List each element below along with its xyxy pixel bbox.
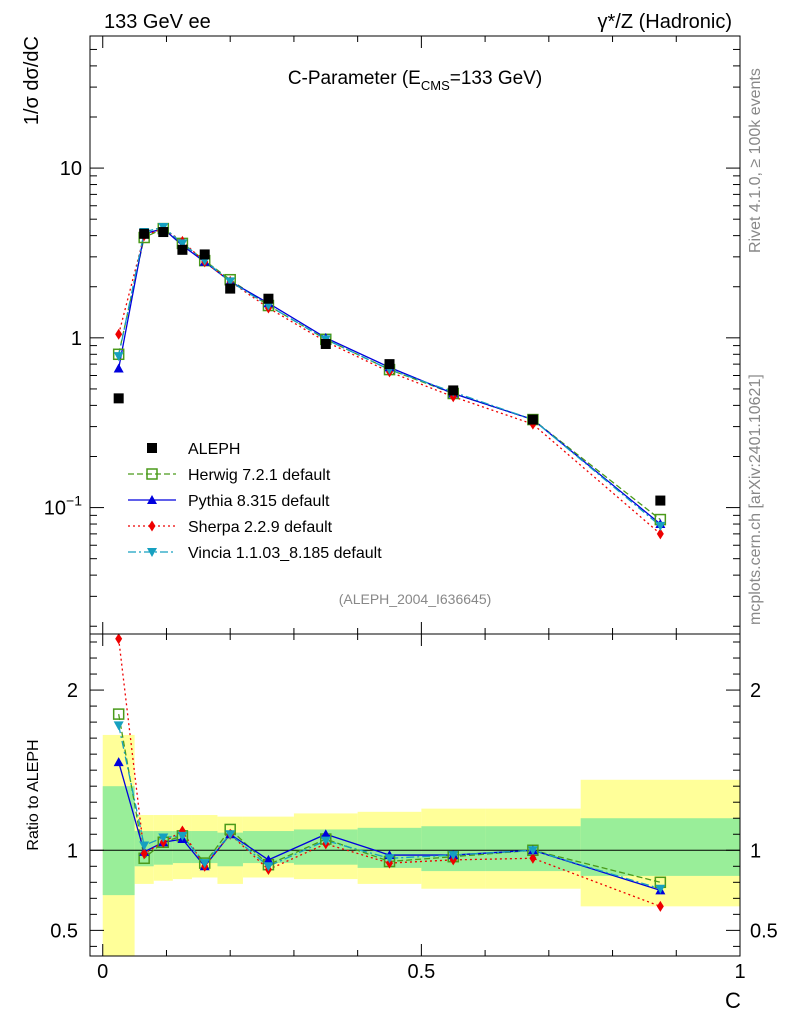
ratio-point-3-0 bbox=[113, 721, 124, 731]
data-point-9 bbox=[448, 385, 459, 396]
ratio-line-3 bbox=[118, 725, 661, 890]
legend: ALEPH Herwig 7.2.1 default Pythia 8.315 de… bbox=[128, 441, 382, 562]
main-point-2-11 bbox=[656, 528, 664, 540]
ratio-point-3-6 bbox=[263, 862, 274, 872]
tick-base: 10 bbox=[44, 498, 66, 520]
ratio-band-inner-0 bbox=[102, 786, 135, 896]
ratio-point-3-8 bbox=[384, 854, 395, 864]
ratio-point-1-7 bbox=[320, 829, 331, 839]
data-point-1 bbox=[139, 228, 150, 239]
ratio-point-3-5 bbox=[225, 830, 236, 840]
legend-label-2: Pythia 8.315 default bbox=[188, 493, 330, 510]
main-point-2-0 bbox=[115, 328, 123, 340]
x-tick-label-2: 1 bbox=[734, 961, 745, 983]
main-plot-area bbox=[112, 222, 667, 540]
main-point-3-11 bbox=[655, 521, 666, 531]
data-point-7 bbox=[320, 338, 331, 349]
legend-marker-2 bbox=[147, 495, 157, 504]
data-point-6 bbox=[263, 293, 274, 304]
ratio-frame bbox=[89, 633, 741, 957]
legend-marker-4 bbox=[147, 548, 157, 557]
data-point-8 bbox=[384, 359, 395, 370]
legend-marker-3 bbox=[148, 520, 156, 532]
main-ytick-label-1: 1 bbox=[71, 328, 82, 350]
ratio-point-3-4 bbox=[199, 859, 210, 869]
ratio-panel: 0 0.5 12 21 10.5 0.5 Ratio to ALEPH C bbox=[25, 633, 778, 1013]
main-y-axis-label: 1/σ dσ/dC bbox=[21, 36, 43, 125]
ratio-point-3-10 bbox=[527, 846, 538, 856]
main-point-1-0 bbox=[113, 363, 124, 373]
ratio-point-2-11 bbox=[656, 900, 664, 912]
main-point-3-5 bbox=[225, 277, 236, 287]
ratio-plot-area bbox=[90, 633, 740, 956]
ratio-point-1-0 bbox=[113, 757, 124, 767]
mcplots-label: mcplots.cern.ch [arXiv:2401.10621] bbox=[747, 374, 764, 625]
process-label: 133 GeV ee bbox=[104, 11, 211, 33]
main-line-2 bbox=[118, 227, 661, 535]
ratio-line-2 bbox=[118, 638, 661, 907]
ratio-ytick-label-left-2: 0.5 bbox=[50, 920, 78, 942]
ratio-point-3-11 bbox=[655, 884, 666, 894]
ratio-point-3-2 bbox=[158, 833, 169, 843]
x-tick-label-1: 0.5 bbox=[407, 961, 435, 983]
main-ytick-label-0: 10 bbox=[60, 158, 82, 180]
ratio-band-inner-11 bbox=[580, 818, 740, 876]
ratio-point-3-7 bbox=[320, 836, 331, 846]
ratio-point-2-0 bbox=[115, 633, 123, 645]
x-axis-label: C bbox=[725, 988, 741, 1013]
main-title-post: =133 GeV) bbox=[450, 68, 542, 89]
main-title-pre: C-Parameter (E bbox=[288, 68, 421, 89]
ratio-point-3-1 bbox=[139, 841, 150, 851]
legend-marker-0 bbox=[147, 443, 157, 453]
rivet-version-label: Rivet 4.1.0, ≥ 100k events bbox=[747, 68, 764, 253]
data-point-4 bbox=[199, 249, 210, 260]
ratio-ytick-label-right-0: 2 bbox=[750, 680, 761, 702]
data-point-3 bbox=[177, 244, 188, 255]
ratio-point-3-3 bbox=[177, 831, 188, 841]
x-tick-label-0: 0 bbox=[97, 961, 108, 983]
data-point-2 bbox=[158, 227, 169, 238]
legend-label-1: Herwig 7.2.1 default bbox=[188, 467, 331, 484]
ratio-ytick-label-right-2: 0.5 bbox=[750, 920, 778, 942]
ratio-point-1-6 bbox=[263, 854, 274, 864]
ratio-axes: 0 0.5 12 21 10.5 0.5 bbox=[50, 634, 778, 983]
ratio-point-2-1 bbox=[140, 847, 148, 859]
main-point-3-3 bbox=[177, 239, 188, 249]
main-point-3-6 bbox=[263, 301, 274, 311]
ratio-ytick-label-left-1: 1 bbox=[67, 840, 78, 862]
data-point-11 bbox=[655, 495, 666, 506]
main-title: C-Parameter (ECMS=133 GeV) bbox=[288, 68, 542, 93]
main-ytick-label-2: 10−1 bbox=[44, 493, 82, 520]
data-point-10 bbox=[527, 414, 538, 425]
analysis-watermark: (ALEPH_2004_I636645) bbox=[339, 591, 492, 607]
legend-marker-1 bbox=[146, 468, 158, 480]
ratio-point-0-0 bbox=[112, 708, 125, 720]
legend-label-4: Vincia 1.1.03_8.185 default bbox=[188, 545, 382, 562]
legend-label-0: ALEPH bbox=[188, 441, 240, 458]
legend-label-3: Sherpa 2.2.9 default bbox=[188, 519, 333, 536]
ratio-point-3-9 bbox=[448, 851, 459, 861]
main-point-3-0 bbox=[113, 352, 124, 362]
data-point-0 bbox=[113, 393, 124, 404]
main-line-3 bbox=[118, 226, 661, 527]
ratio-y-axis-label: Ratio to ALEPH bbox=[25, 739, 42, 850]
main-title-sub: CMS bbox=[421, 78, 450, 93]
ratio-ytick-label-right-1: 1 bbox=[750, 840, 761, 862]
observable-label: γ*/Z (Hadronic) bbox=[598, 11, 732, 33]
ratio-point-2-10 bbox=[529, 852, 537, 864]
ratio-ytick-label-left-0: 2 bbox=[67, 680, 78, 702]
tick-exp: −1 bbox=[66, 493, 82, 509]
data-point-5 bbox=[225, 283, 236, 294]
